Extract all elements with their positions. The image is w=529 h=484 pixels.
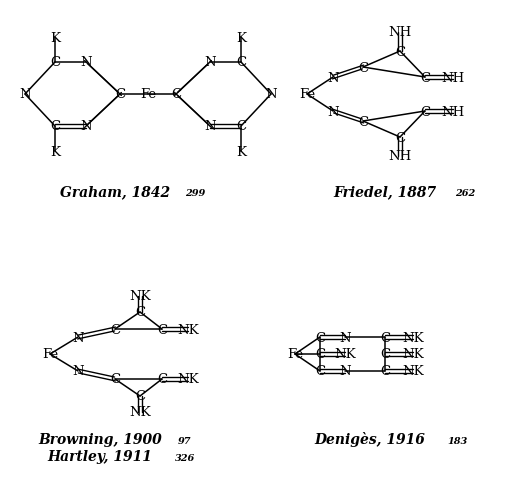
- Text: C: C: [395, 131, 405, 144]
- Text: Fe: Fe: [42, 348, 58, 361]
- Text: C: C: [395, 45, 405, 59]
- Text: N: N: [80, 56, 92, 69]
- Text: N: N: [80, 120, 92, 133]
- Text: Denigès, 1916: Denigès, 1916: [315, 432, 425, 447]
- Text: K: K: [50, 145, 60, 158]
- Text: C: C: [110, 323, 120, 336]
- Text: N: N: [327, 71, 339, 84]
- Text: Friedel, 1887: Friedel, 1887: [333, 184, 436, 198]
- Text: C: C: [358, 115, 368, 128]
- Text: Graham, 1842: Graham, 1842: [60, 184, 170, 198]
- Text: C: C: [236, 56, 246, 69]
- Text: Browning, 1900: Browning, 1900: [38, 432, 162, 446]
- Text: C: C: [380, 348, 390, 361]
- Text: C: C: [315, 365, 325, 378]
- Text: N: N: [72, 365, 84, 378]
- Text: NK: NK: [334, 348, 356, 361]
- Text: NH: NH: [441, 71, 464, 84]
- Text: C: C: [420, 106, 430, 118]
- Text: C: C: [157, 373, 167, 386]
- Text: C: C: [115, 88, 125, 101]
- Text: C: C: [50, 120, 60, 133]
- Text: C: C: [380, 365, 390, 378]
- Text: K: K: [236, 145, 246, 158]
- Text: NH: NH: [388, 150, 412, 163]
- Text: C: C: [315, 331, 325, 344]
- Text: NH: NH: [388, 27, 412, 39]
- Text: K: K: [50, 31, 60, 45]
- Text: K: K: [236, 31, 246, 45]
- Text: 97: 97: [178, 436, 191, 445]
- Text: 262: 262: [455, 189, 475, 197]
- Text: NK: NK: [402, 331, 424, 344]
- Text: 326: 326: [175, 453, 195, 462]
- Text: C: C: [420, 71, 430, 84]
- Text: C: C: [157, 323, 167, 336]
- Text: N: N: [327, 106, 339, 118]
- Text: N: N: [339, 365, 351, 378]
- Text: N: N: [265, 88, 277, 101]
- Text: C: C: [135, 390, 145, 403]
- Text: C: C: [110, 373, 120, 386]
- Text: C: C: [236, 120, 246, 133]
- Text: NK: NK: [402, 365, 424, 378]
- Text: Fe: Fe: [299, 88, 315, 101]
- Text: NK: NK: [177, 323, 199, 336]
- Text: NK: NK: [402, 348, 424, 361]
- Text: N: N: [204, 120, 216, 133]
- Text: NK: NK: [129, 290, 151, 303]
- Text: Fe: Fe: [140, 88, 156, 101]
- Text: 299: 299: [185, 189, 205, 197]
- Text: N: N: [72, 331, 84, 344]
- Text: N: N: [19, 88, 31, 101]
- Text: NK: NK: [177, 373, 199, 386]
- Text: C: C: [135, 306, 145, 319]
- Text: C: C: [358, 61, 368, 75]
- Text: C: C: [50, 56, 60, 69]
- Text: N: N: [204, 56, 216, 69]
- Text: C: C: [380, 331, 390, 344]
- Text: NH: NH: [441, 106, 464, 118]
- Text: 183: 183: [447, 436, 467, 445]
- Text: N: N: [339, 331, 351, 344]
- Text: C: C: [315, 348, 325, 361]
- Text: C: C: [171, 88, 181, 101]
- Text: Hartley, 1911: Hartley, 1911: [48, 449, 152, 463]
- Text: NK: NK: [129, 406, 151, 419]
- Text: Fe: Fe: [287, 348, 303, 361]
